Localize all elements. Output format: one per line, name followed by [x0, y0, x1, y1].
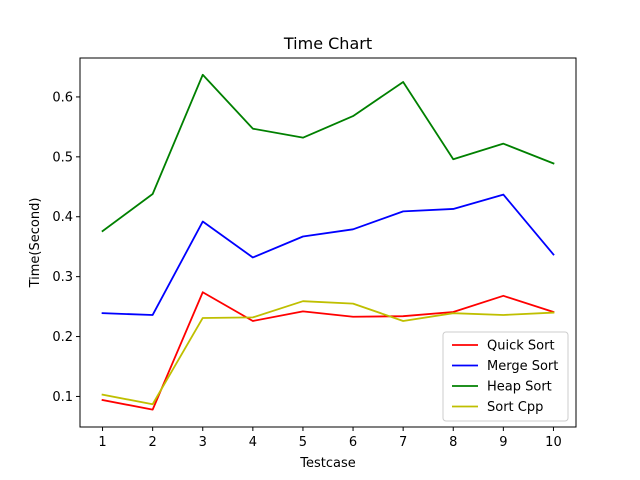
x-tick-label: 1 — [98, 435, 106, 450]
x-tick-label: 6 — [349, 435, 357, 450]
legend-label-sort-cpp: Sort Cpp — [487, 400, 543, 415]
x-tick-label: 8 — [449, 435, 457, 450]
series-line-heap-sort — [101, 73, 555, 233]
x-tick-label: 9 — [499, 435, 507, 450]
legend-label-merge-sort: Merge Sort — [487, 359, 558, 374]
x-tick-label: 2 — [149, 435, 157, 450]
y-axis-ticks: 0.1 0.2 0.3 0.4 0.5 0.6 — [52, 90, 80, 405]
x-axis-ticks: 1 2 3 4 5 6 7 8 9 10 — [98, 427, 562, 450]
legend-frame — [442, 331, 569, 422]
legend: Quick Sort Merge Sort Heap Sort Sort Cpp — [442, 331, 569, 422]
x-tick-label: 7 — [399, 435, 407, 450]
x-axis-title: Testcase — [299, 456, 356, 471]
plot-frame — [79, 57, 577, 428]
series-line-quick-sort — [101, 291, 555, 411]
x-tick-label: 5 — [299, 435, 307, 450]
series-layer — [101, 73, 555, 411]
y-tick-label: 0.5 — [52, 150, 73, 165]
y-tick-label: 0.2 — [52, 330, 73, 345]
y-tick-label: 0.1 — [52, 390, 73, 405]
x-tick-label: 4 — [249, 435, 257, 450]
legend-label-heap-sort: Heap Sort — [487, 380, 552, 395]
y-tick-label: 0.6 — [52, 90, 73, 105]
x-tick-label: 10 — [545, 435, 562, 450]
x-tick-label: 3 — [199, 435, 207, 450]
legend-label-quick-sort: Quick Sort — [487, 339, 555, 354]
series-line-sort-cpp — [101, 300, 555, 406]
y-tick-label: 0.3 — [52, 270, 73, 285]
y-tick-label: 0.4 — [52, 210, 73, 225]
series-line-merge-sort — [101, 193, 555, 316]
legend-items: Quick Sort Merge Sort Heap Sort Sort Cpp — [452, 339, 558, 415]
y-axis-title: Time(Second) — [28, 198, 43, 289]
chart-title: Time Chart — [283, 34, 372, 53]
